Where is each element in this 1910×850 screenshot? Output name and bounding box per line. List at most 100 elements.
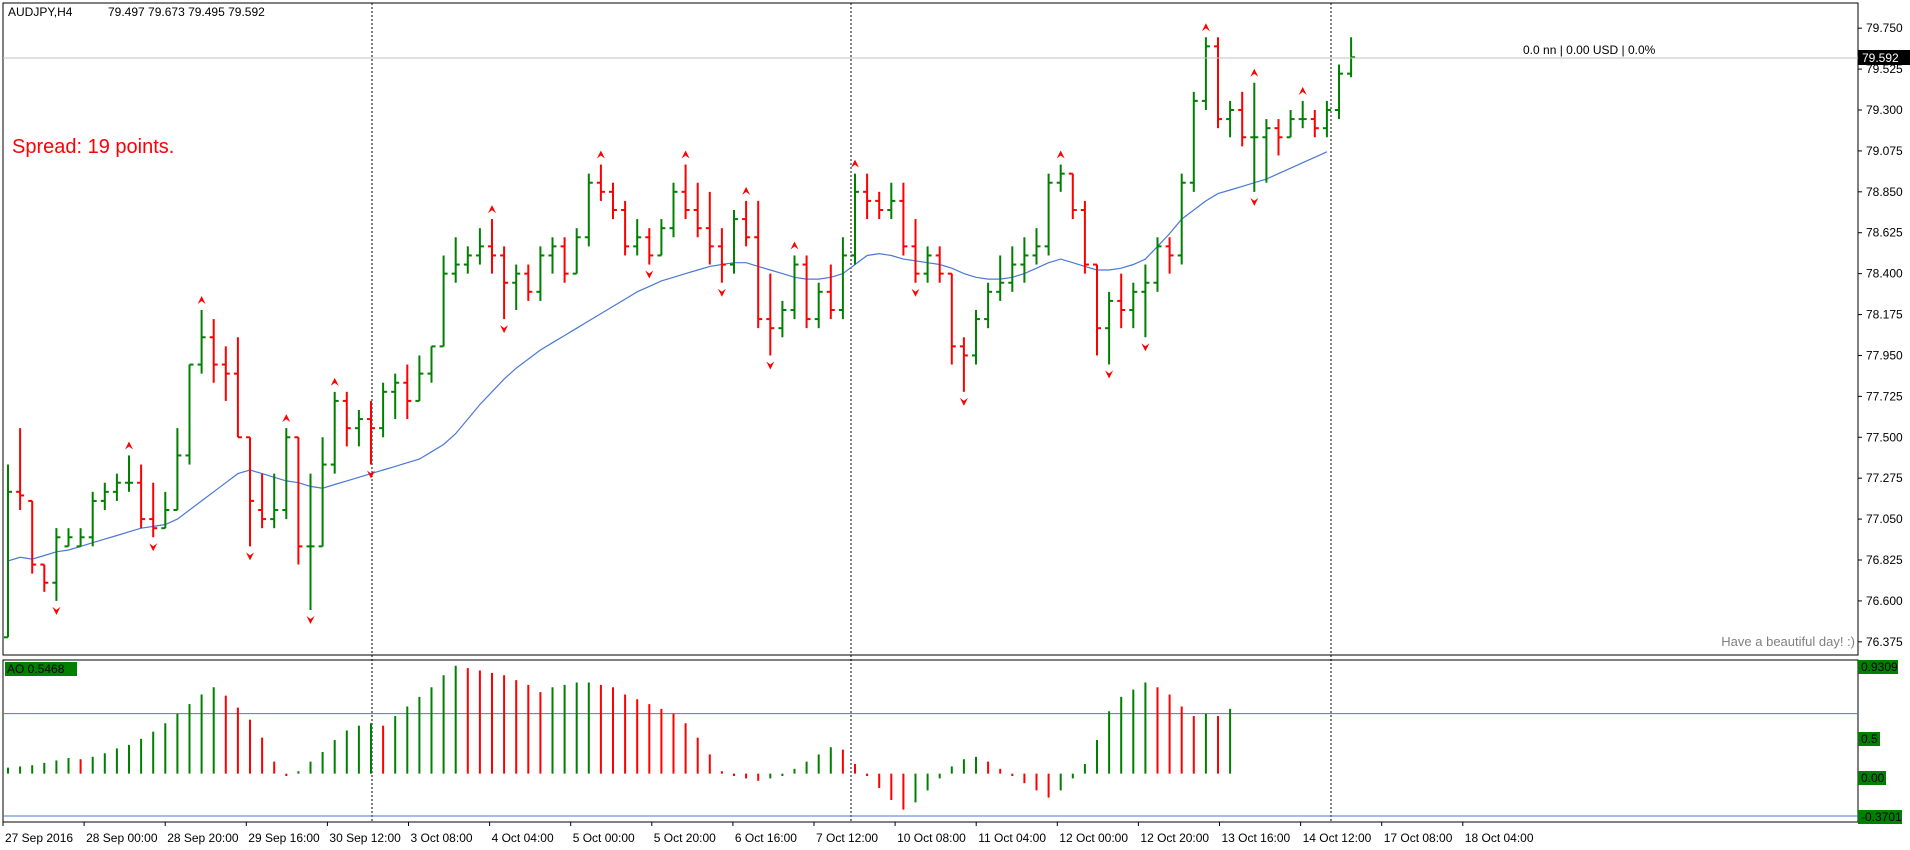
price-tick-label: 77.050 [1866,512,1903,526]
ohlc-bar [947,272,956,365]
ohlc-bar [439,255,448,348]
ohlc-bar [367,400,375,465]
ohlc-bar [1274,119,1283,156]
time-tick-label: 5 Oct 00:00 [573,831,635,845]
ohlc-bar [100,482,109,510]
price-tick-label: 76.375 [1866,635,1903,649]
ohlc-bar [596,164,605,201]
ao-level-label: 0.5 [1861,732,1878,746]
ohlc-bar [1347,37,1356,78]
ohlc-bar [451,237,460,283]
ohlc-bar [838,237,847,320]
ma-line [7,151,1328,562]
ohlc-bar [149,482,158,538]
ao-histogram-layer [3,665,1858,817]
ohlc-bar [572,228,581,275]
ohlc-bar [766,273,775,356]
ohlc-bar [488,219,496,274]
ohlc-bar [633,219,642,256]
ohlc-bar [935,246,944,283]
ohlc-bar [693,182,702,238]
price-bars-layer [4,23,1356,639]
ohlc-bar [826,264,835,320]
ao-level-badge [1858,732,1880,746]
moving-average-layer [7,151,1328,562]
time-tick-label: 4 Oct 04:00 [492,831,554,845]
ohlc-bar [500,246,509,320]
fractal-up-marker [742,186,751,195]
fractal-up-marker [790,241,799,250]
ohlc-bar [258,473,267,529]
ohlc-bar [270,473,279,529]
ohlc-bar [1153,237,1162,292]
time-tick-label: 6 Oct 16:00 [735,831,797,845]
ohlc-bar [742,200,751,247]
ao-max-label: 0.9309 [1861,660,1898,674]
ohlc-bar [379,382,388,438]
ohlc-bar [4,464,12,639]
ohlc-bar [717,228,726,283]
ohlc-bar [923,246,932,283]
ohlc-bar [221,346,230,401]
current-price-badge [1858,50,1910,65]
ohlc-bar [52,528,61,601]
price-tick-label: 77.500 [1866,430,1903,444]
price-axis: 79.750 79.525 79.300 79.075 78.850 78.625 78.4… [1858,21,1903,649]
fractal-up-marker [1056,150,1065,159]
fractal-up-marker [197,296,206,304]
ohlc-bar [512,264,521,310]
position-info: 0.0 nn | 0.00 USD | 0.0% [1523,43,1656,57]
ohlc-bar [1335,64,1343,120]
ohlc-bar [899,182,908,256]
current-price-label: 79.592 [1862,51,1899,65]
fractal-down-marker [52,606,61,615]
ohlc-bar [996,255,1005,301]
greeting-text: Have a beautiful day! :) [1721,634,1855,649]
ohlc-bar [28,499,37,574]
time-tick-label: 5 Oct 20:00 [654,831,716,845]
ohlc-bar [536,246,545,301]
ohlc-bar [1141,264,1150,338]
fractal-up-marker [851,159,859,168]
ohlc-bar [1322,100,1331,138]
fractal-down-marker [645,270,654,279]
ohlc-bar [1165,237,1174,274]
ohlc-bar [705,191,714,265]
fractal-down-marker [959,397,968,406]
fractal-down-marker [1250,197,1259,206]
price-tick-label: 76.825 [1866,553,1903,567]
ohlc-bar [1226,100,1235,138]
fractal-up-marker [1201,23,1210,32]
ohlc-bar [1129,282,1138,329]
fractal-down-marker [1105,370,1114,379]
ohlc-bar [560,237,569,283]
main-chart-frame [2,2,1859,656]
ohlc-bar [669,182,678,238]
ohlc-bar [802,255,811,329]
ohlc-bar [548,237,557,274]
time-tick-label: 18 Oct 04:00 [1465,831,1534,845]
ohlc-bar [911,219,920,283]
ohlc-bar [1177,173,1186,265]
fractal-down-marker [306,616,315,624]
ohlc-bar [887,182,896,220]
fractal-down-marker [1141,343,1150,352]
ohlc-bar [1056,164,1065,192]
time-tick-label: 17 Oct 08:00 [1384,831,1453,845]
ohlc-bar [16,428,25,510]
ohlc-bar [851,173,859,265]
fractal-up-marker [1250,68,1259,77]
ohlc-bar [1044,173,1053,256]
ao-label-badge [5,662,77,676]
ohlc-bar [1201,37,1210,110]
ohlc-bar [233,337,242,439]
ohlc-bar [197,310,206,374]
fractal-down-marker [717,288,726,297]
ohlc-bar [584,173,593,247]
ohlc-bar [875,191,884,220]
chart-ohlc: 79.497 79.673 79.495 79.592 [108,5,265,19]
time-tick-label: 30 Sep 12:00 [329,831,401,845]
price-tick-label: 78.175 [1866,308,1903,322]
fractal-up-marker [596,150,605,159]
ohlc-bar [621,200,630,256]
